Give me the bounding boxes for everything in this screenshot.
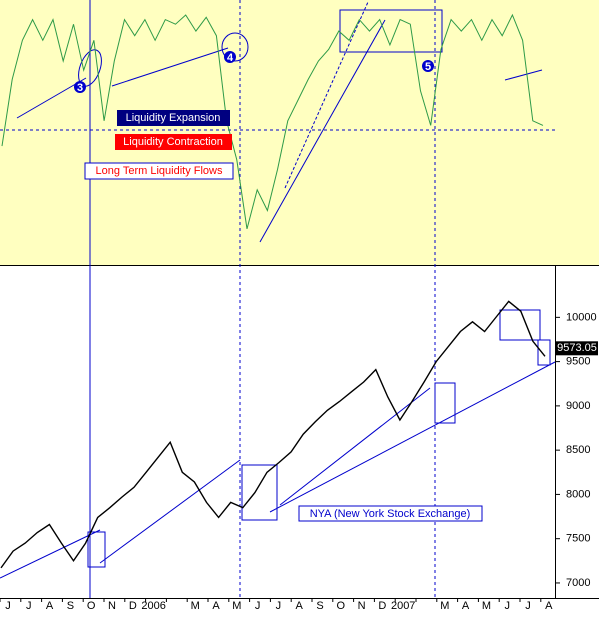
x-tick-label: J — [525, 600, 531, 612]
y-tick-label: 9500 — [566, 356, 590, 368]
last-value-bg — [556, 341, 598, 356]
y-tick-label: 7000 — [566, 577, 590, 589]
highlight-ellipse — [221, 32, 249, 62]
x-tick-label: O — [87, 600, 96, 612]
x-tick-label: J — [276, 600, 282, 612]
trend-line — [111, 47, 229, 87]
x-tick-label: A — [545, 600, 553, 612]
x-tick-label: M — [232, 600, 241, 612]
contraction-label: Liquidity Contraction — [123, 136, 223, 148]
marker-badge — [74, 81, 86, 93]
marker-number: 3 — [77, 82, 83, 94]
y-tick-label: 8500 — [566, 444, 590, 456]
x-tick-label: M — [482, 600, 491, 612]
marker-badge — [422, 60, 434, 72]
x-tick-label: J — [255, 600, 261, 612]
marker-badge — [224, 51, 236, 63]
marker-number: 5 — [425, 61, 431, 73]
x-tick-label: 2006 — [141, 600, 165, 612]
x-tick-label: S — [67, 600, 74, 612]
y-tick-label: 8000 — [566, 488, 590, 500]
top-panel — [0, 0, 599, 265]
label-bg — [84, 162, 234, 180]
x-tick-label: O — [337, 600, 346, 612]
x-tick-label: N — [358, 600, 366, 612]
y-tick-label: 9000 — [566, 400, 590, 412]
label-bg — [115, 134, 232, 150]
x-tick-label: N — [108, 600, 116, 612]
x-tick-label: J — [5, 600, 11, 612]
x-tick-label: M — [191, 600, 200, 612]
highlight-box — [339, 9, 443, 53]
y-tick-label: 7500 — [566, 533, 590, 545]
x-tick-label: A — [212, 600, 220, 612]
last-value-label: 9573.05 — [557, 342, 597, 354]
label-bg — [117, 110, 230, 126]
trend-line — [0, 529, 101, 579]
x-tick-label: J — [504, 600, 510, 612]
trend-line — [99, 459, 241, 564]
expansion-label: Liquidity Expansion — [126, 112, 221, 124]
index-label: NYA (New York Stock Exchange) — [310, 508, 471, 520]
x-tick-label: A — [296, 600, 304, 612]
flows-label: Long Term Liquidity Flows — [96, 165, 223, 177]
trend-line — [269, 361, 556, 513]
x-tick-label: J — [26, 600, 32, 612]
label-bg — [298, 505, 483, 522]
x-tick-label: A — [462, 600, 470, 612]
x-tick-label: D — [378, 600, 386, 612]
marker-number: 4 — [227, 52, 234, 64]
highlight-box — [241, 464, 278, 521]
highlight-box — [434, 382, 456, 424]
annotations — [0, 1, 556, 579]
highlight-box — [537, 339, 551, 366]
y-tick-label: 10000 — [566, 311, 597, 323]
trend-line — [504, 69, 543, 81]
trend-line — [259, 19, 386, 243]
x-tick-label: A — [46, 600, 54, 612]
x-tick-label: S — [316, 600, 323, 612]
oscillator-line — [1, 13, 544, 230]
highlight-box — [87, 531, 106, 568]
x-tick-label: 2007 — [391, 600, 415, 612]
trend-line — [284, 1, 369, 189]
trend-line — [279, 387, 431, 506]
price-line — [0, 300, 546, 569]
x-tick-label: M — [440, 600, 449, 612]
x-tick-label: D — [129, 600, 137, 612]
